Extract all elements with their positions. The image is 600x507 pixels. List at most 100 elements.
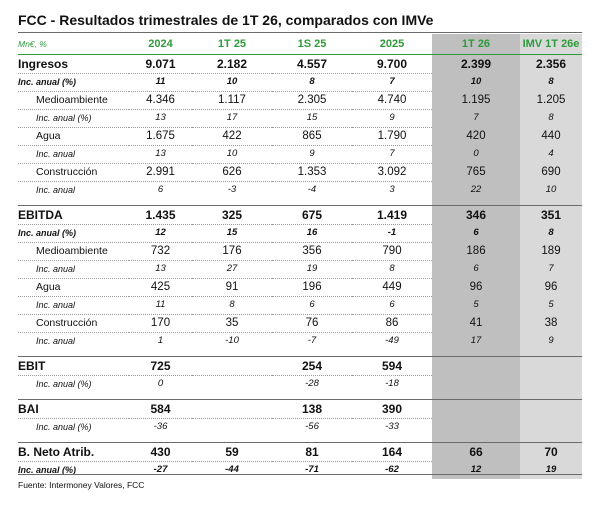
col-header-1t25: 1T 25 [217, 38, 247, 50]
cell-1s25: 675 [272, 206, 352, 225]
row-label: Inc. anual [18, 296, 129, 315]
cell-1t25: -44 [225, 464, 239, 475]
col-header-1t26: 1T 26 [432, 34, 520, 54]
cell-1t26: 2.399 [432, 55, 520, 74]
row-label: Inc. anual [18, 260, 129, 279]
cell-2024: 430 [129, 443, 192, 462]
cell-1t26: 1.195 [432, 91, 520, 110]
cell-imv-1t26e: 440 [520, 127, 582, 146]
cell-1t26: 41 [432, 314, 520, 333]
row-label: Construcción [18, 314, 129, 333]
cell-2024: -36 [153, 421, 168, 432]
cell-1t25: 176 [192, 242, 272, 261]
cell-1t25 [192, 375, 272, 393]
cell-2024: 6 [157, 184, 164, 195]
cell-2024: 725 [129, 357, 192, 376]
cell-imv-1t26e: 189 [520, 242, 582, 261]
cell-imv-1t26e [520, 418, 582, 436]
table-row: Inc. anual (%) 11 10 8 7 10 8 [18, 73, 582, 92]
row-label: Inc. anual (%) [18, 73, 129, 92]
row-label: EBITDA [18, 206, 129, 225]
col-header-imv-1t26e: IMV 1T 26e [520, 34, 582, 54]
cell-1t25: 17 [192, 109, 272, 128]
cell-1t25 [192, 400, 272, 419]
cell-2025: 8 [352, 260, 432, 279]
cell-1t25: 59 [192, 443, 272, 462]
section-spacer [18, 199, 582, 205]
row-label: Inc. anual (%) [18, 109, 129, 128]
row-label: Inc. anual (%) [36, 422, 92, 432]
cell-1t26: 186 [432, 242, 520, 261]
table-row: Inc. anual 13 27 19 8 6 7 [18, 260, 582, 279]
cell-1s25: -7 [307, 335, 317, 346]
cell-2025: -62 [385, 464, 399, 475]
cell-1t25: -10 [225, 335, 239, 346]
cell-imv-1t26e: 351 [520, 206, 582, 225]
cell-imv-1t26e: 5 [520, 296, 582, 315]
cell-2025: 164 [352, 443, 432, 462]
cell-imv-1t26e: 1.205 [520, 91, 582, 110]
cell-1t26 [432, 418, 520, 436]
cell-imv-1t26e: 8 [520, 109, 582, 128]
row-label: BAI [18, 400, 129, 419]
cell-1s25: -28 [305, 378, 319, 389]
row-label: Ingresos [18, 55, 129, 74]
section-spacer [18, 436, 582, 442]
section-divider [18, 205, 582, 206]
cell-1t26: 17 [432, 332, 520, 350]
table-row: Inc. anual (%) 12 15 16 -1 6 8 [18, 224, 582, 243]
cell-1s25: -56 [305, 421, 319, 432]
cell-1s25: 15 [272, 109, 352, 128]
section-spacer [18, 350, 582, 356]
table-row: Agua 425 91 196 449 96 96 [18, 278, 582, 297]
row-label: Agua [18, 278, 129, 297]
cell-2025: -49 [385, 335, 399, 346]
cell-2024: 13 [129, 145, 192, 164]
table-header-row: Mn€, % 2024 1T 25 1S 25 2025 1T 26 IMV 1… [18, 34, 582, 54]
table-row: Inc. anual (%) 13 17 15 9 7 8 [18, 109, 582, 128]
table-row: Inc. anual (%) -36 -56 -33 [18, 418, 582, 436]
cell-1t25: 15 [192, 224, 272, 243]
cell-2025: 9.700 [352, 55, 432, 74]
cell-imv-1t26e: 10 [520, 181, 582, 199]
cell-1s25: -71 [305, 464, 319, 475]
header-divider [18, 54, 582, 55]
cell-1s25: 8 [272, 73, 352, 92]
cell-1t25: 1.117 [192, 91, 272, 110]
cell-1t26 [432, 400, 520, 419]
table-row: BAI 584 138 390 [18, 400, 582, 419]
row-label: Inc. anual [36, 185, 76, 195]
footer-divider [18, 474, 582, 475]
cell-2024: 13 [129, 109, 192, 128]
cell-1t25: 325 [192, 206, 272, 225]
results-table: Mn€, % 2024 1T 25 1S 25 2025 1T 26 IMV 1… [18, 34, 582, 479]
section-divider [18, 442, 582, 443]
cell-1t25: 91 [192, 278, 272, 297]
cell-imv-1t26e [520, 375, 582, 393]
cell-1s25: 16 [272, 224, 352, 243]
section-divider [18, 399, 582, 400]
cell-imv-1t26e: 690 [520, 163, 582, 182]
row-label: Construcción [18, 163, 129, 182]
table-row: Construcción 2.991 626 1.353 3.092 765 690 [18, 163, 582, 182]
cell-2025: 7 [352, 145, 432, 164]
cell-2024: -27 [153, 464, 168, 475]
cell-1s25: 19 [272, 260, 352, 279]
cell-2024: 2.991 [129, 163, 192, 182]
row-label: Inc. anual [18, 145, 129, 164]
row-label: Inc. anual [36, 336, 76, 346]
section-divider [18, 356, 582, 357]
cell-1s25: 356 [272, 242, 352, 261]
cell-1t25: 10 [192, 73, 272, 92]
cell-imv-1t26e: 70 [520, 443, 582, 462]
cell-2025: 7 [352, 73, 432, 92]
col-header-2024: 2024 [148, 38, 173, 50]
cell-2025: 4.740 [352, 91, 432, 110]
table-row: Medioambiente 732 176 356 790 186 189 [18, 242, 582, 261]
cell-imv-1t26e: 4 [520, 145, 582, 164]
row-label: Inc. anual (%) [36, 379, 92, 389]
cell-1s25: 81 [272, 443, 352, 462]
table-row: EBITDA 1.435 325 675 1.419 346 351 [18, 206, 582, 225]
row-label: Medioambiente [18, 91, 129, 110]
table-row: Agua 1.675 422 865 1.790 420 440 [18, 127, 582, 146]
